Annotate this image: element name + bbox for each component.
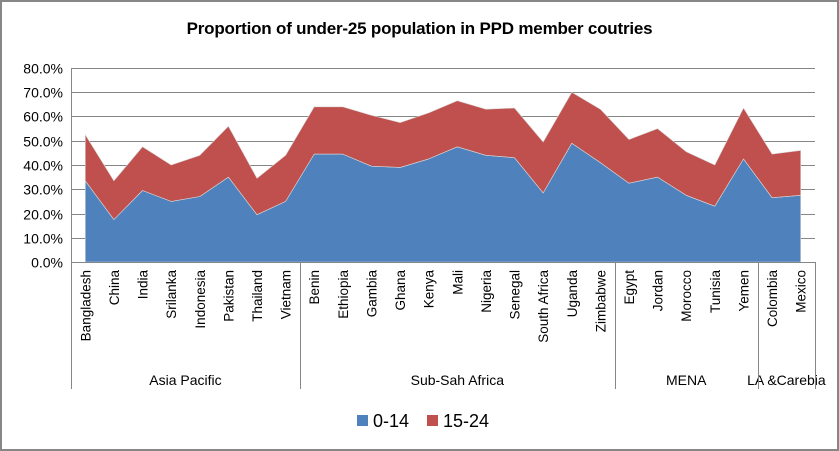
x-category-label: Nigeria (479, 270, 494, 313)
data-point-15-24-Egypt (628, 138, 631, 141)
x-category-label: Mali (450, 270, 465, 295)
x-category-label: Uganda (565, 270, 580, 318)
x-category-label: Pakistan (221, 270, 236, 322)
x-category-label: Egypt (622, 270, 637, 305)
data-point-15-24-Nigeria (484, 108, 487, 111)
data-point-15-24-Zimbabwe (599, 108, 602, 111)
x-category-label: Jordan (651, 270, 666, 311)
data-point-15-24-Ethiopia (341, 105, 344, 108)
x-category-label: Bangladesh (78, 270, 93, 341)
x-category-label: Tunisia (708, 270, 723, 314)
x-category-label: Mexico (794, 270, 809, 313)
x-category-label: Zimbabwe (593, 270, 608, 332)
x-category-label: Colombia (765, 270, 780, 328)
y-tick-label: 50.0% (23, 134, 63, 150)
data-point-15-24-Gambia (370, 114, 373, 117)
x-axis-group-labels: Asia Pacific Sub-Sah Africa MENA LA &Carebi… (71, 262, 826, 389)
data-point-15-24-Tunisia (713, 164, 716, 167)
data-point-15-24-Mexico (799, 149, 802, 152)
data-point-15-24-Ghana (399, 121, 402, 124)
data-point-15-24-Colombia (771, 153, 774, 156)
legend-label-0-14: 0-14 (373, 411, 409, 431)
data-point-15-24-Srilanka (170, 164, 173, 167)
legend-swatch-0-14 (357, 415, 368, 426)
y-tick-label: 10.0% (23, 231, 63, 247)
data-point-15-24-Uganda (570, 91, 573, 94)
data-point-15-24-Kenya (427, 111, 430, 114)
data-point-15-24-Jordan (656, 127, 659, 130)
x-group-label: Asia Pacific (149, 372, 221, 388)
y-tick-label: 70.0% (23, 85, 63, 101)
data-point-15-24-Indonesia (198, 154, 201, 157)
x-category-label: China (107, 270, 122, 306)
x-category-label: Vietnam (279, 270, 294, 319)
x-category-label: India (136, 270, 151, 300)
x-group-label: LA &Carebia (747, 372, 826, 388)
legend: 0-14 15-24 (357, 411, 489, 431)
x-group-label: MENA (666, 372, 707, 388)
data-point-15-24-Yemen (742, 107, 745, 110)
x-category-label: Indonesia (193, 270, 208, 329)
y-tick-label: 60.0% (23, 109, 63, 125)
x-category-label: Benin (307, 270, 322, 305)
data-point-15-24-Thailand (256, 177, 259, 180)
y-tick-label: 30.0% (23, 182, 63, 198)
data-point-15-24-Benin (313, 105, 316, 108)
x-group-label: Sub-Sah Africa (411, 372, 505, 388)
data-point-15-24-Pakistan (227, 125, 230, 128)
data-point-15-24-Morocco (685, 150, 688, 153)
y-axis-tick-labels: 0.0% 10.0% 20.0% 30.0% 40.0% 50.0% 60.0% 70.0% 8… (23, 61, 63, 271)
legend-swatch-15-24 (427, 415, 438, 426)
data-point-15-24-India (141, 145, 144, 148)
x-category-label: South Africa (536, 270, 551, 343)
x-category-label: Senegal (508, 270, 523, 320)
y-tick-label: 0.0% (31, 255, 63, 271)
data-point-15-24-Vietnam (284, 154, 287, 157)
x-category-label: Ethiopia (336, 270, 351, 319)
y-tick-label: 40.0% (23, 158, 63, 174)
x-category-label: Srilanka (164, 270, 179, 319)
x-category-label: Thailand (250, 270, 265, 322)
y-tick-label: 20.0% (23, 207, 63, 223)
area-15-24 (85, 92, 801, 220)
x-category-label: Kenya (422, 270, 437, 309)
chart-title: Proportion of under-25 population in PPD… (186, 19, 653, 38)
data-point-15-24-Bangladesh (84, 133, 87, 136)
x-axis-category-labels: Bangladesh China India Srilanka Indonesia Pak… (78, 270, 808, 343)
data-point-15-24-Senegal (513, 107, 516, 110)
data-point-15-24-China (112, 179, 115, 182)
y-tick-label: 80.0% (23, 61, 63, 77)
data-point-15-24-Mali (456, 99, 459, 102)
legend-label-15-24: 15-24 (443, 411, 489, 431)
data-point-15-24-South Africa (542, 141, 545, 144)
x-category-label: Gambia (364, 270, 379, 318)
x-category-label: Ghana (393, 270, 408, 311)
x-category-label: Yemen (736, 270, 751, 312)
x-category-label: Morocco (679, 270, 694, 322)
